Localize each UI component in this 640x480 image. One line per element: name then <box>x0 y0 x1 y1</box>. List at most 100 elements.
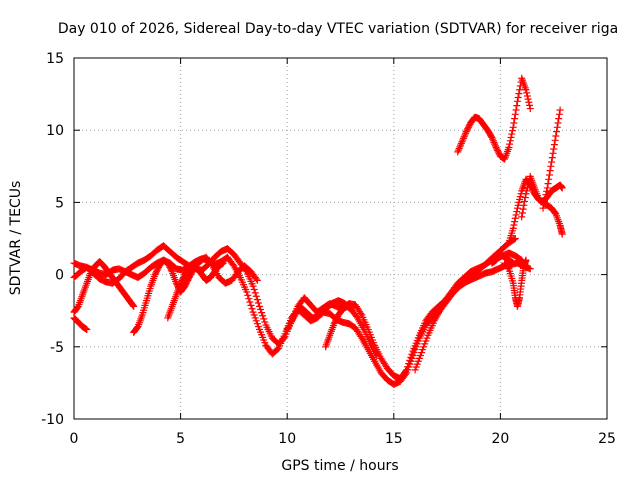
data-point <box>253 276 261 284</box>
series-arc15 <box>539 106 564 212</box>
data-point <box>512 211 520 219</box>
data-point <box>219 259 227 267</box>
data-point <box>553 123 561 131</box>
y-tick-label: 0 <box>55 268 64 284</box>
data-point <box>252 292 260 300</box>
data-point <box>543 187 551 195</box>
data-point <box>255 302 263 310</box>
data-point <box>518 213 526 221</box>
data-point <box>455 144 463 152</box>
data-point <box>254 299 262 307</box>
data-point <box>511 110 519 118</box>
data-point <box>548 154 556 162</box>
plot-frame <box>73 57 608 420</box>
series-arc11 <box>501 256 530 310</box>
data-point <box>504 264 512 272</box>
data-point <box>129 301 137 309</box>
data-point <box>260 315 268 323</box>
data-point <box>556 106 564 114</box>
data-point <box>521 194 529 202</box>
data-point <box>516 86 524 94</box>
series-arc7 <box>177 253 261 293</box>
data-point <box>251 289 259 297</box>
data-point <box>246 298 254 306</box>
data-point <box>522 256 530 264</box>
x-tick-label: 20 <box>491 431 509 447</box>
data-point <box>506 140 514 148</box>
data-point <box>457 141 465 149</box>
data-point <box>520 201 528 209</box>
data-point <box>261 318 269 326</box>
x-tick-label: 10 <box>278 431 296 447</box>
data-point <box>514 93 522 101</box>
data-point <box>357 309 365 317</box>
data-point <box>555 115 563 123</box>
data-point <box>489 135 497 143</box>
x-tick-label: 5 <box>176 431 185 447</box>
data-point <box>510 119 518 127</box>
series-arc16 <box>488 250 517 267</box>
data-point <box>510 235 518 243</box>
data-point <box>510 221 518 229</box>
x-tick-label: 15 <box>385 431 403 447</box>
data-point <box>549 149 557 157</box>
y-axis-label: SDTVAR / TECUs <box>8 181 24 296</box>
data-point <box>523 89 531 97</box>
data-point <box>347 305 355 313</box>
data-point <box>521 197 529 205</box>
data-point <box>540 197 548 205</box>
data-point <box>508 127 516 135</box>
data-point <box>167 266 175 274</box>
data-point <box>509 224 517 232</box>
data-point <box>522 86 530 94</box>
data-point <box>518 209 526 217</box>
data-point <box>525 98 533 106</box>
data-point <box>462 129 470 137</box>
series-arc2 <box>70 235 519 388</box>
data-point <box>553 128 561 136</box>
data-point <box>513 208 521 216</box>
data-point <box>548 158 556 166</box>
data-point <box>542 191 550 199</box>
data-point <box>245 295 253 303</box>
data-point <box>554 119 562 127</box>
data-point <box>244 291 252 299</box>
data-point <box>357 332 365 340</box>
data-point <box>550 141 558 149</box>
data-point <box>509 259 517 267</box>
x-tick-label: 0 <box>70 431 79 447</box>
data-point <box>523 92 531 100</box>
data-point <box>540 201 548 209</box>
data-point <box>513 97 521 105</box>
data-point <box>550 145 558 153</box>
data-point <box>507 133 515 141</box>
data-point <box>243 288 251 296</box>
data-point <box>511 214 519 222</box>
series-arc9 <box>322 302 355 351</box>
data-point <box>248 305 256 313</box>
data-points <box>70 74 566 388</box>
series-arc13 <box>505 175 566 247</box>
y-tick-label: 5 <box>55 195 64 211</box>
data-point <box>258 309 266 317</box>
data-point <box>373 351 381 359</box>
data-point <box>458 138 466 146</box>
data-point <box>83 325 91 333</box>
series-arc3 <box>70 258 138 316</box>
data-point <box>541 194 549 202</box>
data-point <box>526 101 534 109</box>
data-point <box>515 90 523 98</box>
data-point <box>539 204 547 212</box>
data-point <box>247 301 255 309</box>
data-point <box>543 184 551 192</box>
data-point <box>558 230 566 238</box>
series-arc6 <box>164 259 227 322</box>
x-axis-label: GPS time / hours <box>281 458 398 474</box>
data-point <box>457 139 465 147</box>
data-point <box>519 205 527 213</box>
data-point <box>491 142 499 150</box>
data-point <box>454 146 462 154</box>
data-point <box>488 133 496 141</box>
data-point <box>250 286 258 294</box>
